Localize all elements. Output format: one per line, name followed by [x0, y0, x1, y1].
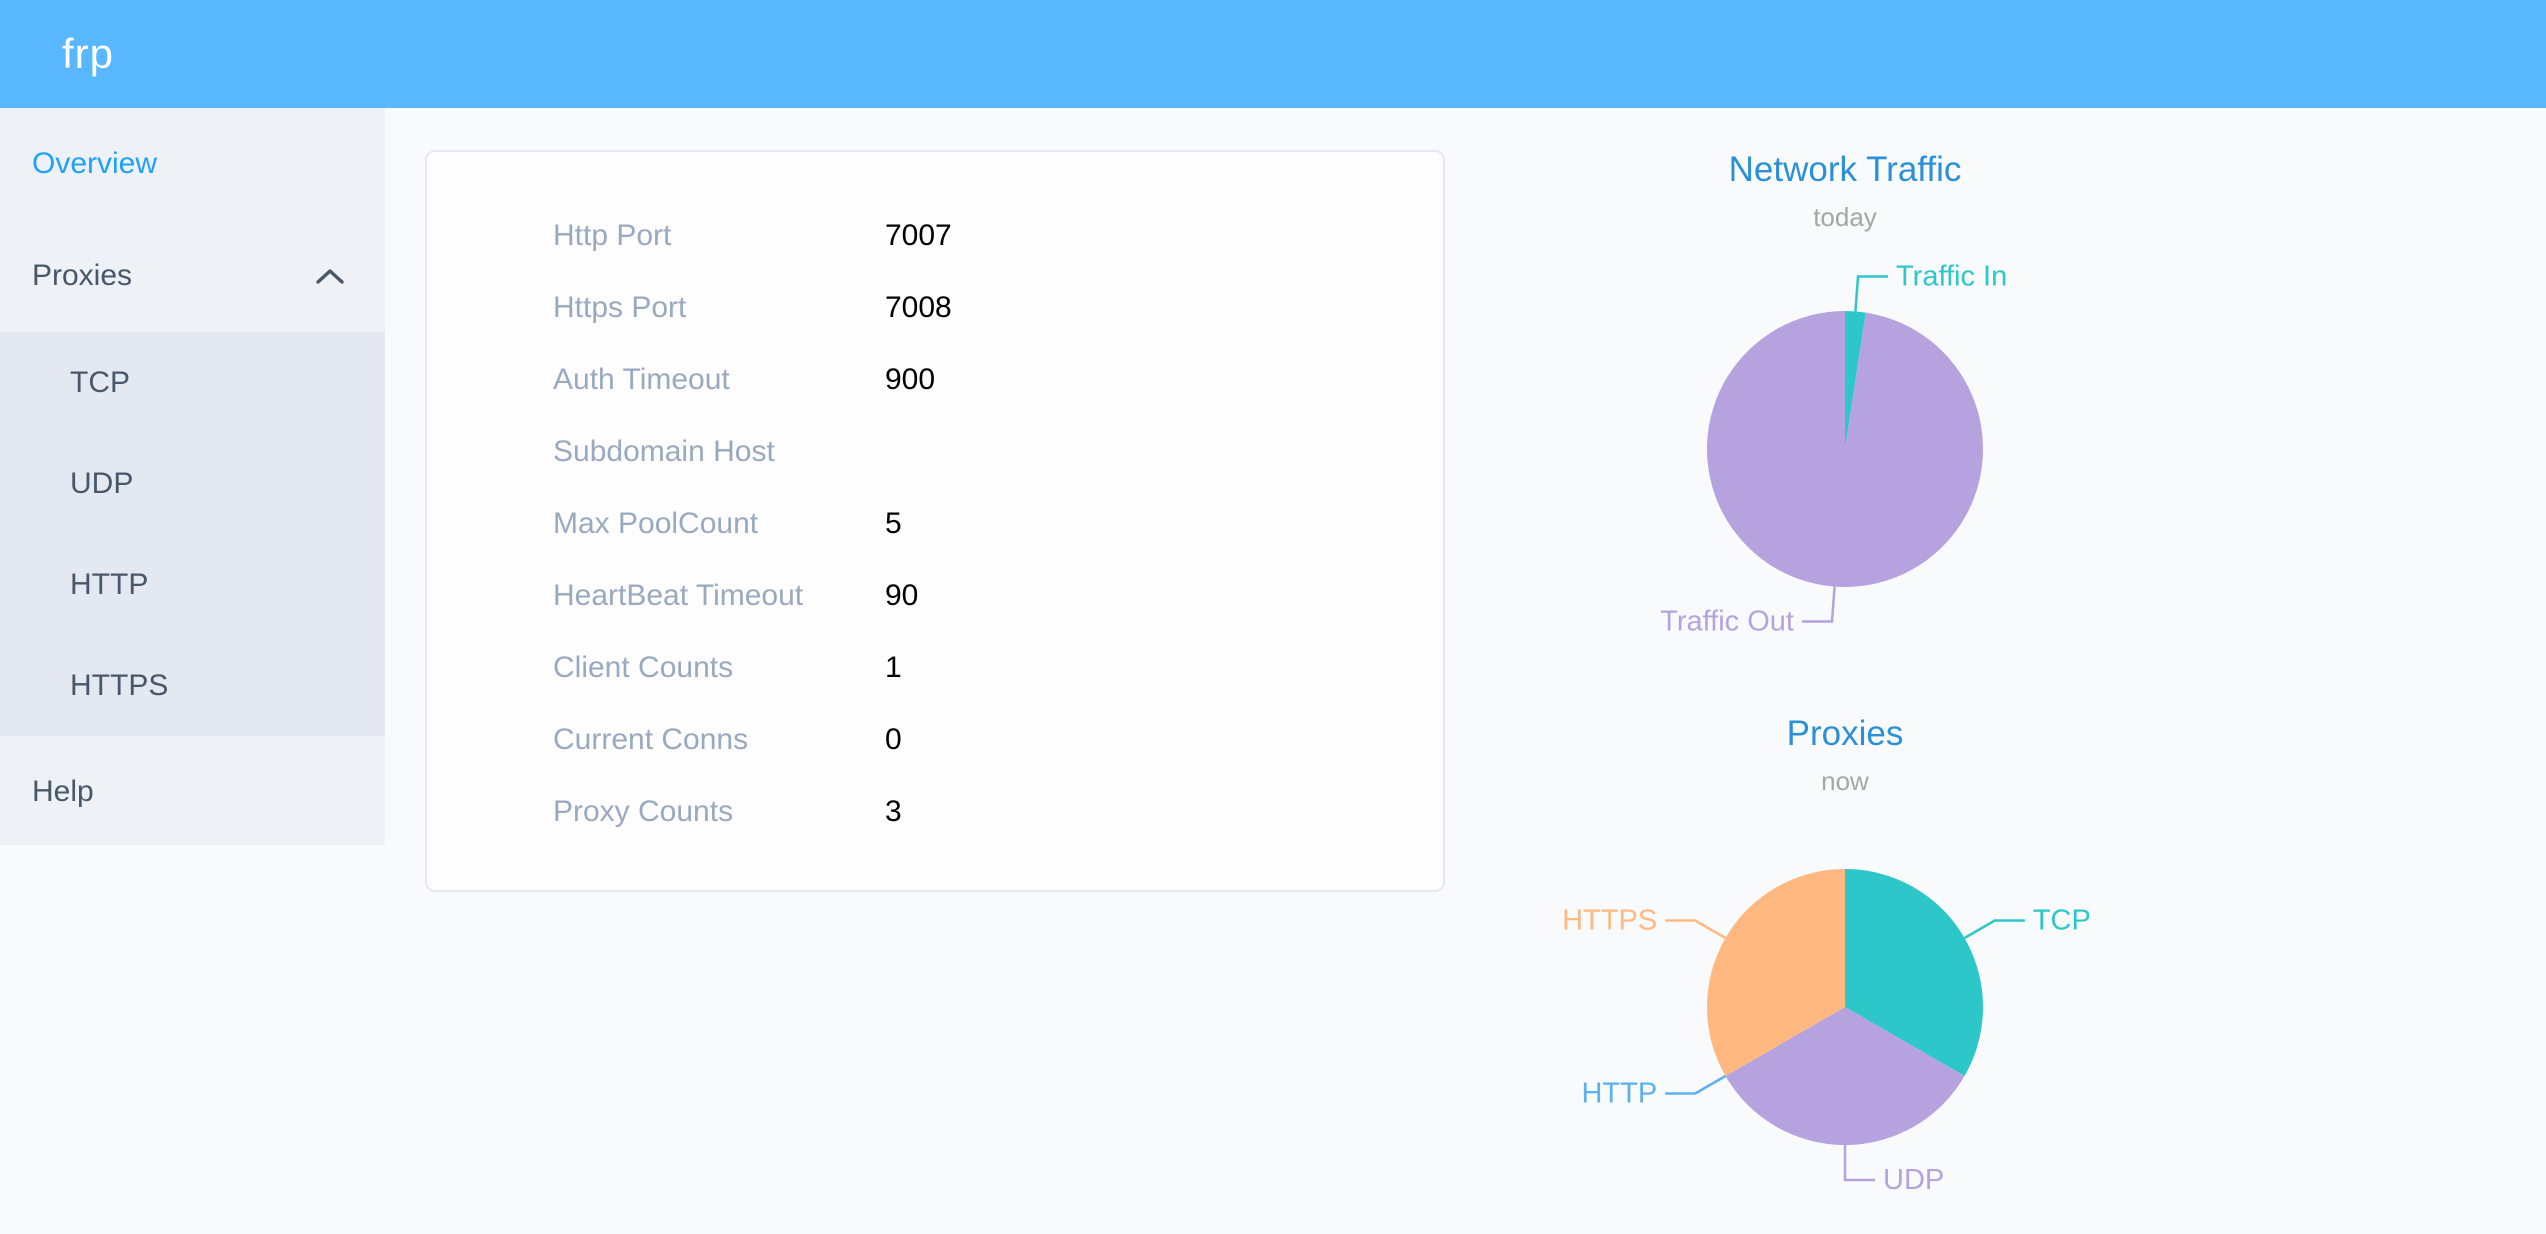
info-value: 0 — [885, 723, 902, 756]
sidebar-item-udp[interactable]: UDP — [0, 433, 385, 534]
app-logo: frp — [62, 30, 115, 77]
sidebar-submenu-proxies: TCP UDP HTTP HTTPS — [0, 332, 385, 736]
pie-slice — [1725, 1007, 1965, 1145]
info-label: Https Port — [553, 291, 687, 324]
info-row-http-port: Http Port 7007 — [427, 200, 1443, 272]
info-label: Auth Timeout — [553, 363, 730, 396]
info-value: 1 — [885, 651, 902, 684]
app-header: frp — [0, 0, 2546, 108]
info-value: 7008 — [885, 291, 952, 324]
pie-label-line — [1665, 1074, 1727, 1095]
pie-slice — [1845, 869, 1983, 1076]
pie-label-line — [1963, 919, 2025, 940]
pie-slice-label: Traffic In — [1896, 260, 2007, 292]
info-row-subdomain-host: Subdomain Host — [427, 416, 1443, 488]
info-value: 900 — [885, 363, 936, 396]
info-row-auth-timeout: Auth Timeout 900 — [427, 344, 1443, 416]
pie-label-line — [1665, 919, 1727, 940]
chart-subtitle: today — [1813, 202, 1877, 232]
info-label: Http Port — [553, 219, 672, 252]
sidebar: Overview Proxies TCP UDP HTTP HTTPS Help — [0, 108, 385, 845]
proxies-chart: Proxies now TCP UDP HTTP HTTPS — [1545, 712, 2145, 1234]
sidebar-item-label: Proxies — [32, 259, 133, 292]
pie-label-line — [1801, 586, 1836, 623]
network-traffic-chart: Network Traffic today Traffic In Traffic … — [1545, 148, 2145, 668]
sidebar-item-https[interactable]: HTTPS — [0, 635, 385, 736]
info-row-current-conns: Current Conns 0 — [427, 704, 1443, 776]
info-value: 3 — [885, 795, 902, 828]
info-label: HeartBeat Timeout — [553, 579, 804, 612]
pie-slice-label: UDP — [1883, 1164, 1944, 1196]
sidebar-item-overview[interactable]: Overview — [0, 108, 385, 220]
sidebar-item-proxies[interactable]: Proxies — [0, 220, 385, 332]
pie-label-line — [1843, 1145, 1875, 1182]
sidebar-item-label: HTTPS — [70, 668, 169, 702]
network-traffic-pie: Traffic In Traffic Out — [1660, 260, 2007, 636]
chevron-up-icon — [316, 269, 344, 284]
info-row-heartbeat-timeout: HeartBeat Timeout 90 — [427, 560, 1443, 632]
server-info-card: Http Port 7007 Https Port 7008 Auth Time… — [425, 150, 1445, 892]
proxies-pie: TCP UDP HTTP HTTPS — [1562, 869, 2091, 1196]
pie-slice-label: Traffic Out — [1660, 606, 1794, 636]
info-label: Subdomain Host — [553, 435, 775, 468]
sidebar-item-label: UDP — [70, 466, 134, 500]
info-row-https-port: Https Port 7008 — [427, 272, 1443, 344]
info-label: Proxy Counts — [553, 795, 734, 828]
sidebar-item-label: Help — [32, 774, 94, 808]
pie-slice — [1707, 311, 1983, 587]
info-value: 7007 — [885, 219, 952, 252]
chart-subtitle: now — [1821, 766, 1869, 796]
chart-title: Network Traffic — [1728, 150, 1962, 189]
info-label: Current Conns — [553, 723, 749, 756]
sidebar-item-label: TCP — [70, 365, 130, 399]
info-row-proxy-counts: Proxy Counts 3 — [427, 776, 1443, 848]
pie-slice-label: HTTPS — [1562, 905, 1657, 937]
pie-slice-label: TCP — [2033, 905, 2091, 937]
sidebar-item-label: HTTP — [70, 567, 149, 601]
info-row-max-poolcount: Max PoolCount 5 — [427, 488, 1443, 560]
pie-slice — [1707, 869, 1845, 1076]
pie-slice-label: HTTP — [1581, 1078, 1657, 1110]
sidebar-item-tcp[interactable]: TCP — [0, 332, 385, 433]
sidebar-item-help[interactable]: Help — [0, 736, 385, 847]
sidebar-item-http[interactable]: HTTP — [0, 534, 385, 635]
info-value: 5 — [885, 507, 902, 540]
pie-slice — [1845, 311, 1866, 449]
info-label: Client Counts — [553, 651, 734, 684]
chart-title: Proxies — [1786, 714, 1904, 753]
info-value: 90 — [885, 579, 919, 612]
info-row-client-counts: Client Counts 1 — [427, 632, 1443, 704]
info-label: Max PoolCount — [553, 507, 759, 540]
pie-label-line — [1854, 275, 1889, 312]
sidebar-item-label: Overview — [32, 147, 158, 180]
